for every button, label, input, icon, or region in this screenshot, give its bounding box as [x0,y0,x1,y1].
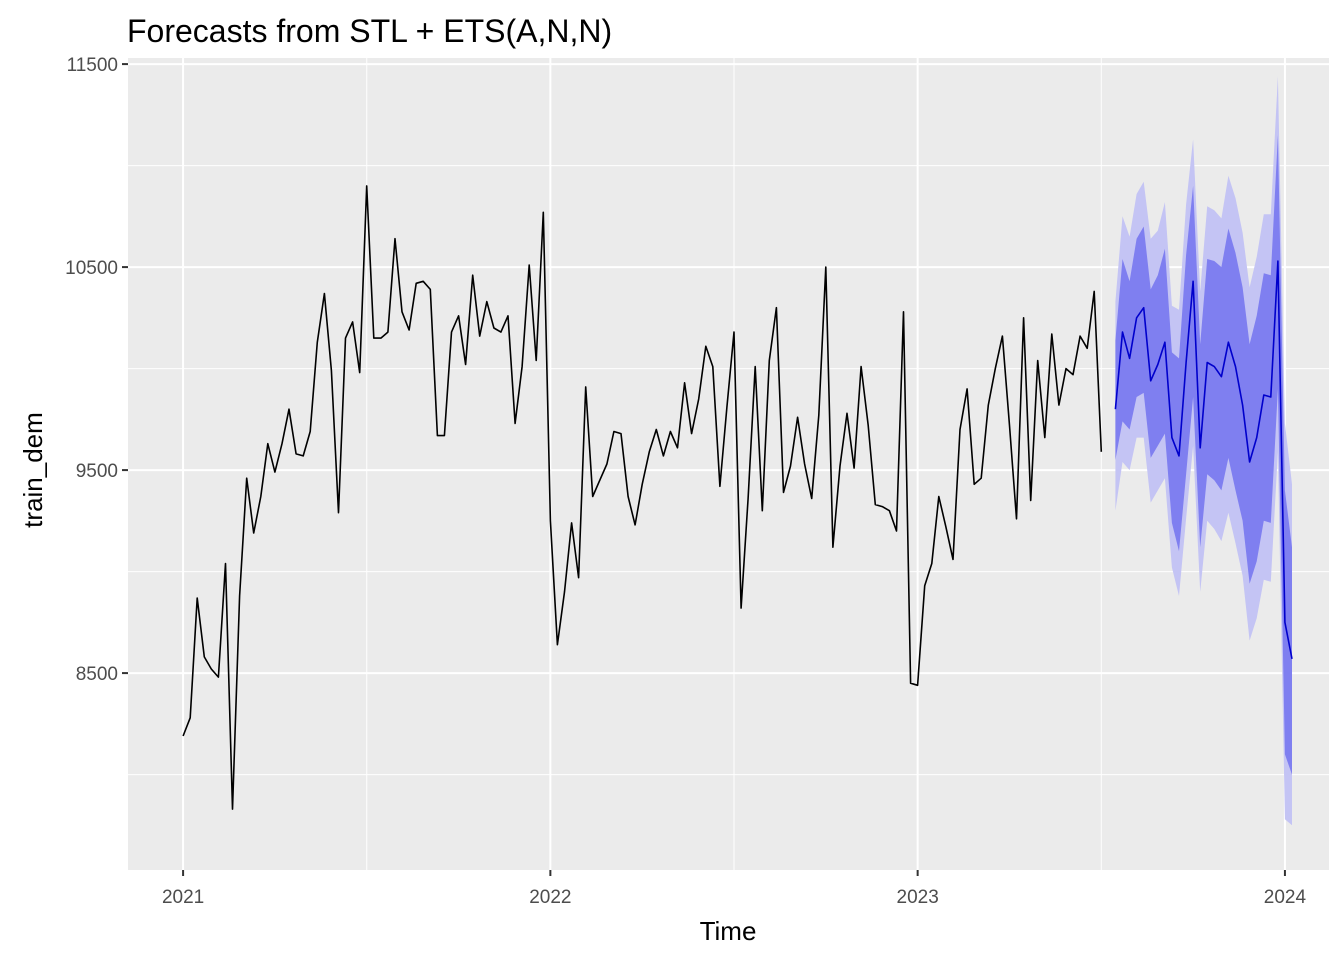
x-tick-label: 2021 [162,887,204,908]
y-tick-label: 10500 [65,258,118,279]
x-tick-label: 2023 [897,887,939,908]
y-axis-title: train_dem [18,412,48,528]
x-tick-label: 2024 [1264,887,1307,908]
minor-gridlines [128,58,1329,870]
y-tick-label: 9500 [76,461,118,482]
x-tick-label: 2022 [529,887,571,908]
forecast-line [1114,260,1293,660]
x-axis: 2021 2022 2023 2024 [162,870,1307,908]
series-lines [182,185,1293,810]
y-tick-label: 8500 [76,664,118,685]
prediction-interval-bands [1115,76,1292,826]
history-line [182,185,1103,810]
y-tick-label: 11500 [67,55,118,76]
y-axis: 8500 9500 10500 11500 [65,55,128,685]
pi80-band [1115,135,1292,775]
x-axis-title: Time [700,916,757,946]
chart-title: Forecasts from STL + ETS(A,N,N) [127,13,612,49]
